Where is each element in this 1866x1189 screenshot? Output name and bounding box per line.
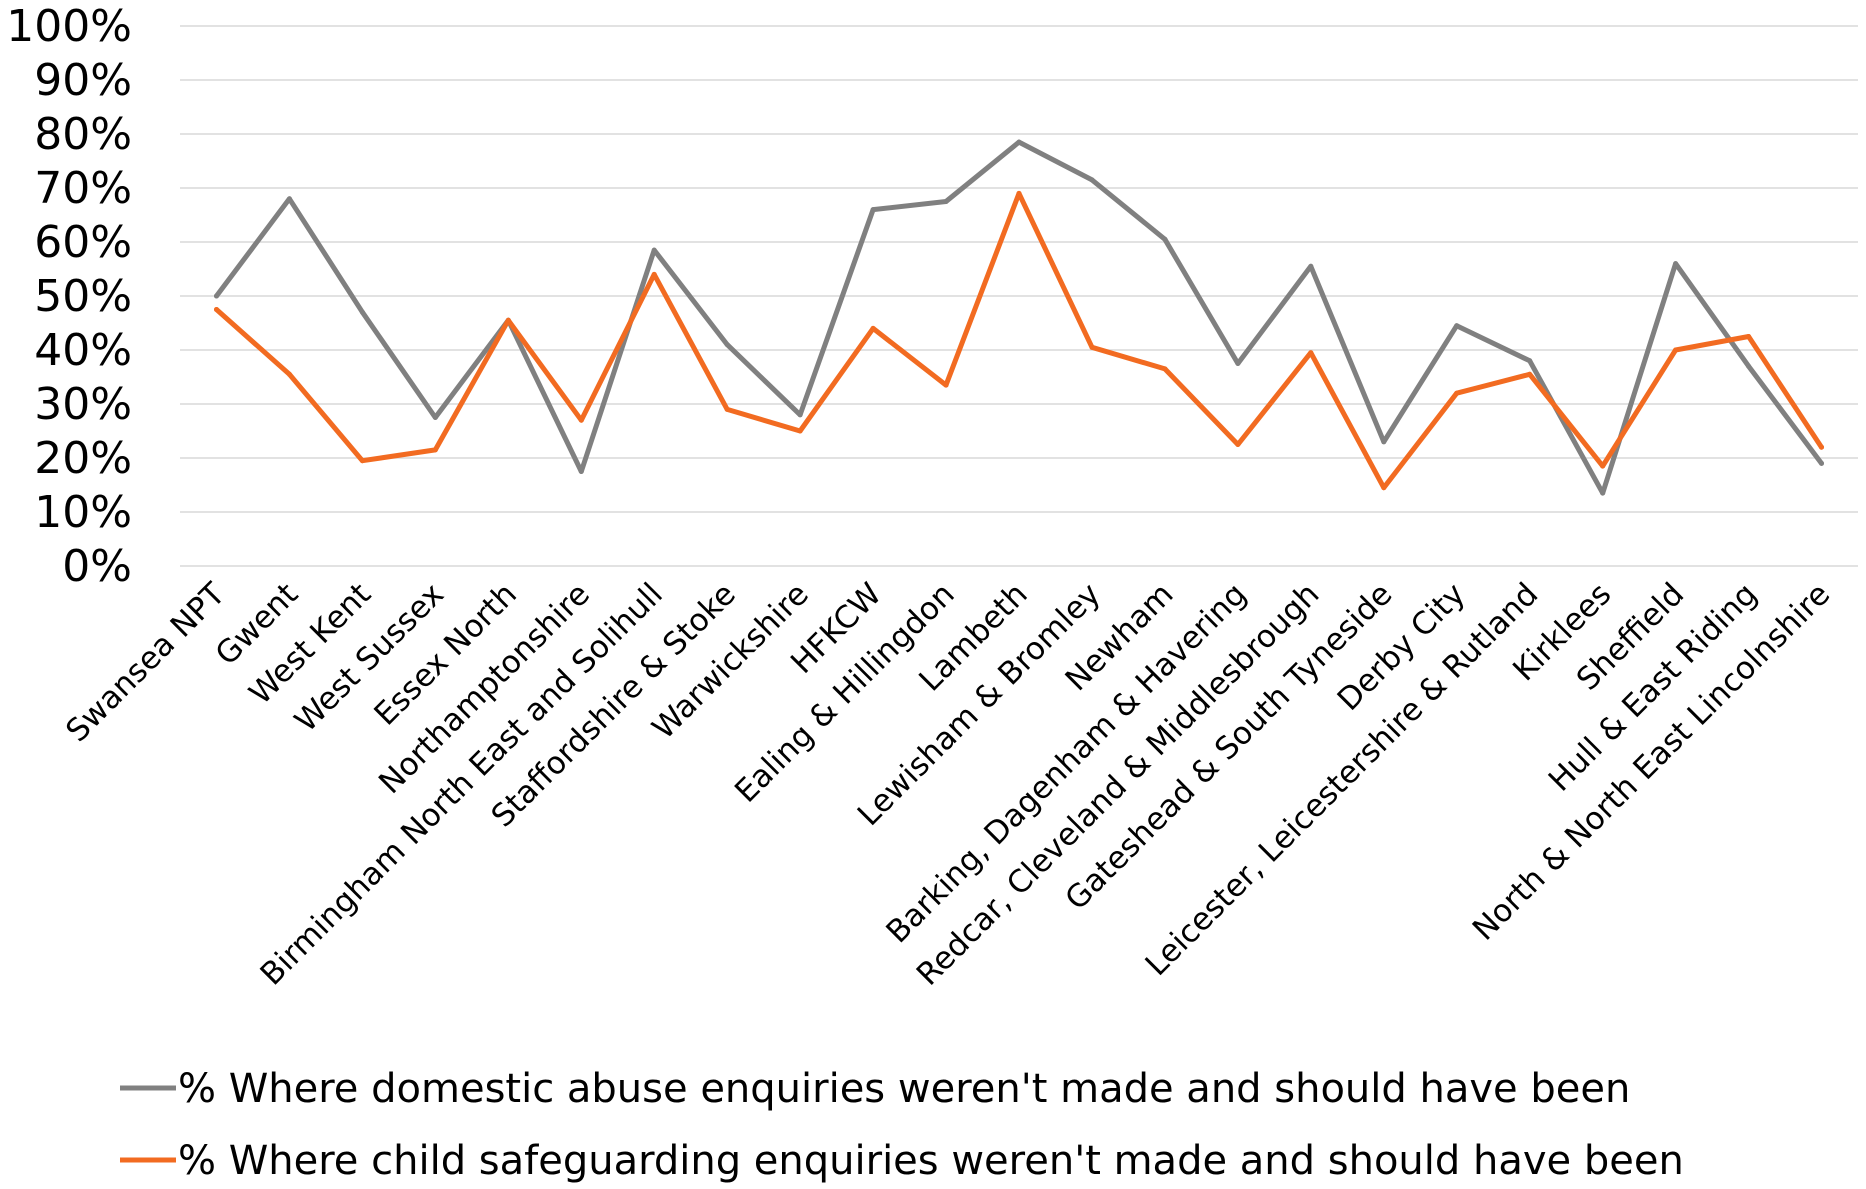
series-line-1 xyxy=(214,190,1824,491)
data-point xyxy=(943,382,949,388)
gridlines xyxy=(180,25,1858,567)
data-point xyxy=(651,247,657,253)
y-tick-label: 70% xyxy=(34,163,132,214)
data-point xyxy=(1600,490,1606,496)
y-tick-label: 50% xyxy=(34,271,132,322)
data-point xyxy=(1673,347,1679,353)
y-tick-label: 20% xyxy=(34,433,132,484)
data-point xyxy=(1454,390,1460,396)
data-point xyxy=(286,196,292,202)
y-tick-label: 0% xyxy=(62,541,132,592)
y-axis-tick-labels: 0%10%20%30%40%50%60%70%80%90%100% xyxy=(6,1,132,592)
data-point xyxy=(359,458,365,464)
data-point xyxy=(1089,344,1095,350)
data-point xyxy=(1673,261,1679,267)
y-tick-label: 60% xyxy=(34,217,132,268)
data-point xyxy=(1235,361,1241,366)
data-point xyxy=(1819,444,1825,450)
y-tick-label: 10% xyxy=(34,487,132,538)
data-point xyxy=(1527,371,1533,377)
data-point xyxy=(432,415,438,420)
data-point xyxy=(1308,350,1314,356)
data-point xyxy=(943,199,949,204)
data-point xyxy=(1600,463,1606,469)
y-tick-label: 90% xyxy=(34,55,132,106)
data-point xyxy=(1162,366,1168,372)
y-tick-label: 30% xyxy=(34,379,132,430)
legend: % Where domestic abuse enquiries weren't… xyxy=(120,1066,1684,1184)
data-point xyxy=(286,371,292,377)
data-point xyxy=(213,293,219,299)
data-point xyxy=(1746,363,1752,369)
x-tick-label: Swansea NPT xyxy=(59,575,233,749)
data-point xyxy=(870,325,876,331)
data-point xyxy=(724,406,730,412)
y-tick-label: 100% xyxy=(6,1,132,52)
y-tick-label: 80% xyxy=(34,109,132,160)
data-point xyxy=(797,428,803,434)
data-point xyxy=(359,309,365,315)
data-point xyxy=(1381,485,1387,491)
data-point xyxy=(432,447,438,453)
data-point xyxy=(213,307,219,312)
data-point xyxy=(1089,177,1095,183)
data-point xyxy=(1527,358,1533,364)
data-point xyxy=(1454,323,1460,329)
data-point xyxy=(1308,263,1314,269)
data-point xyxy=(1819,460,1825,466)
legend-label-child-safeguarding: % Where child safeguarding enquiries wer… xyxy=(178,1138,1684,1184)
data-point xyxy=(1162,236,1168,242)
series-lines xyxy=(213,139,1825,496)
data-point xyxy=(578,469,584,474)
data-point xyxy=(1381,439,1387,445)
y-tick-label: 40% xyxy=(34,325,132,376)
data-point xyxy=(724,342,730,348)
data-point xyxy=(1235,442,1241,447)
data-point xyxy=(578,417,584,423)
data-point xyxy=(1746,334,1752,339)
legend-label-domestic-abuse: % Where domestic abuse enquiries weren't… xyxy=(178,1066,1630,1112)
data-point xyxy=(1016,190,1022,196)
data-point xyxy=(797,412,803,418)
data-point xyxy=(651,271,657,277)
data-point xyxy=(505,317,511,323)
data-point xyxy=(870,207,876,213)
data-point xyxy=(1016,139,1022,145)
